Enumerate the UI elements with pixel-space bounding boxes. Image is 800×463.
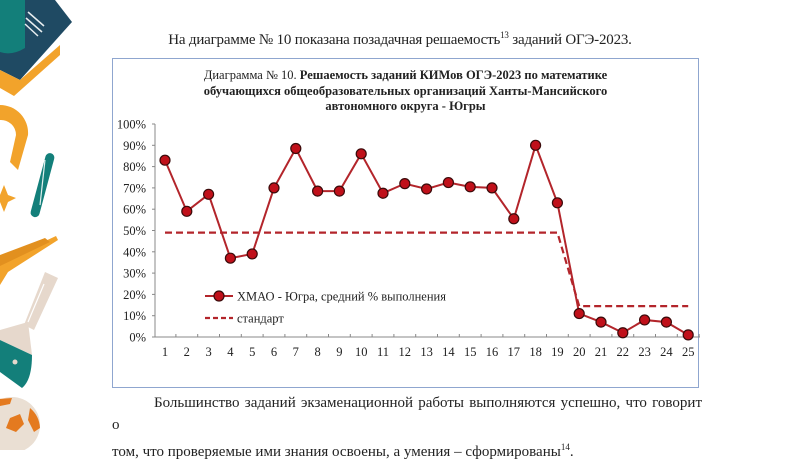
data-point-marker: [682, 329, 694, 341]
ruler-triangle-icon: [0, 236, 58, 285]
x-tick-label: 3: [205, 345, 211, 359]
x-tick-label: 18: [529, 345, 542, 359]
x-tick-label: 7: [293, 345, 299, 359]
data-point-marker: [159, 154, 171, 166]
data-point-marker: [399, 178, 411, 190]
x-tick-label: 22: [617, 345, 630, 359]
data-point-marker: [355, 148, 367, 160]
x-tick-label: 15: [464, 345, 477, 359]
data-point-marker: [181, 205, 193, 217]
data-point-marker: [442, 176, 454, 189]
data-point-marker: [268, 182, 280, 194]
x-axis: 1 2 3 4 5 6 7 8 9 10 11 12 13 14 15 16 17 18 19 20 21 22 23 24 2…: [155, 334, 700, 359]
decorative-school-strip: [0, 0, 72, 450]
y-tick-label: 80%: [123, 160, 146, 174]
soccer-ball-icon: [0, 397, 40, 450]
x-tick-label: 14: [442, 345, 455, 359]
data-point-marker: [290, 142, 302, 155]
x-tick-label: 16: [486, 345, 499, 359]
data-point-marker: [421, 183, 433, 195]
x-tick-label: 4: [227, 345, 234, 359]
y-tick-label: 70%: [123, 181, 146, 195]
y-tick-label: 40%: [123, 245, 146, 259]
data-point-marker: [573, 307, 585, 320]
x-tick-label: 13: [420, 345, 433, 359]
x-tick-label: 6: [271, 345, 277, 359]
x-tick-label: 25: [682, 345, 695, 359]
chart-series: [159, 139, 694, 341]
star-icon: [0, 185, 16, 212]
footnote-14[interactable]: 14: [560, 442, 570, 452]
data-point-marker: [529, 139, 542, 151]
y-tick-label: 100%: [117, 118, 146, 132]
x-tick-label: 19: [551, 345, 564, 359]
data-point-marker: [333, 185, 345, 197]
body-paragraph: Большинство заданий экзаменационной рабо…: [112, 395, 702, 460]
data-point-marker: [246, 248, 258, 260]
data-point-marker: [551, 197, 564, 209]
x-tick-label: 12: [399, 345, 412, 359]
data-point-marker: [224, 252, 236, 264]
legend-label-standard: стандарт: [237, 312, 284, 326]
x-tick-label: 17: [508, 345, 521, 359]
x-tick-label: 11: [377, 345, 389, 359]
y-tick-label: 60%: [123, 203, 146, 217]
footnote-13[interactable]: 13: [500, 30, 509, 40]
x-tick-label: 21: [595, 345, 608, 359]
chart-legend: ХМАО - Югра, средний % выполнения стандар…: [205, 290, 446, 326]
data-point-marker: [377, 187, 389, 199]
data-point-marker: [617, 327, 629, 339]
legend-label-khmao: ХМАО - Югра, средний % выполнения: [237, 290, 446, 304]
y-tick-label: 10%: [123, 309, 146, 323]
pencil-icon: [30, 153, 55, 218]
data-point-marker: [660, 316, 673, 328]
compass-tool-icon: [0, 272, 58, 388]
x-tick-label: 5: [249, 345, 255, 359]
y-tick-label: 90%: [123, 139, 146, 153]
x-tick-label: 24: [660, 345, 673, 359]
data-point-marker: [508, 213, 520, 225]
data-point-marker: [203, 188, 215, 200]
y-tick-label: 30%: [123, 267, 146, 281]
graduation-cap-icon: [0, 0, 72, 96]
x-tick-label: 20: [573, 345, 586, 359]
intro-text: На диаграмме № 10 показана позадачная ре…: [168, 30, 632, 48]
data-point-marker: [638, 314, 651, 326]
x-tick-label: 8: [314, 345, 320, 359]
chart-title: Диаграмма № 10. Решаемость заданий КИМов…: [203, 68, 608, 113]
data-point-marker: [595, 316, 607, 328]
data-point-marker: [486, 182, 498, 194]
x-tick-label: 2: [184, 345, 190, 359]
y-tick-label: 20%: [123, 288, 146, 302]
chart-frame: [112, 58, 699, 388]
y-tick-label: 0%: [129, 331, 146, 345]
data-point-marker: [312, 185, 324, 197]
standard-dashed-line: [165, 231, 689, 308]
x-tick-label: 1: [162, 345, 168, 359]
x-tick-label: 23: [638, 345, 651, 359]
y-axis: 0% 10% 20% 30% 40% 50% 60% 70% 80% 90% 100%: [117, 118, 156, 345]
x-tick-label: 9: [336, 345, 342, 359]
x-tick-label: 10: [355, 345, 368, 359]
protractor-icon: [0, 104, 29, 170]
y-tick-label: 50%: [123, 224, 146, 238]
data-point-marker: [464, 181, 476, 193]
